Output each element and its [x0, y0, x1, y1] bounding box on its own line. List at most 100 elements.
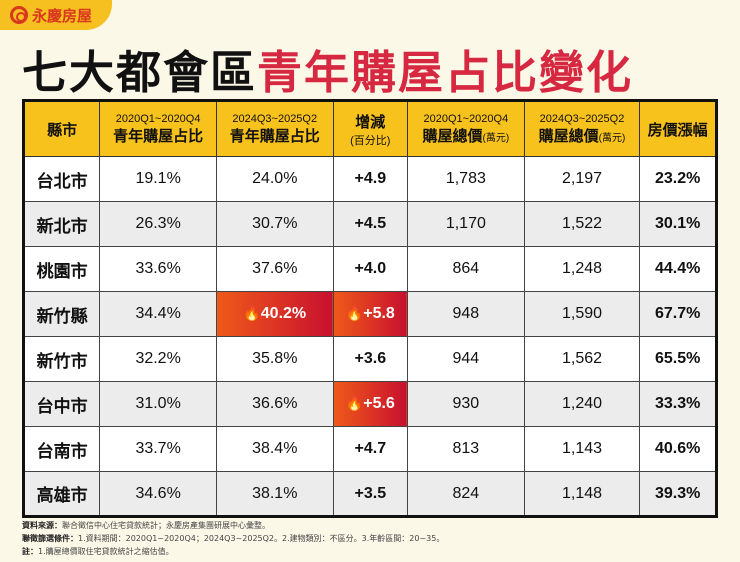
- cell-change: +4.0: [332, 246, 409, 292]
- cell-value: 新北市: [36, 216, 88, 236]
- cell-price2024: 1,148: [523, 471, 641, 517]
- cell-value: 35.8%: [252, 350, 298, 367]
- table-row: 高雄市 34.6% 38.1% +3.5 824 1,148 39.3%: [22, 471, 717, 517]
- note-text: 聯合徵信中心住宅貸款統計；永慶房產集團研展中心彙整。: [62, 521, 270, 530]
- cell-price2024: 1,590: [523, 291, 641, 337]
- note-text: 1.購屋總價取住宅貸款統計之縮估值。: [38, 547, 174, 556]
- header-period: 2024Q3~2025Q2: [539, 112, 625, 125]
- brand-logo: 永慶房屋: [0, 0, 112, 30]
- cell-value: +3.6: [354, 350, 387, 367]
- note-label: 聯徵篩選條件：: [22, 534, 78, 543]
- title-part2: 青年購屋占比變化: [257, 46, 634, 99]
- cell-city: 新北市: [22, 201, 101, 247]
- cell-price2024: 1,240: [523, 381, 641, 427]
- header-label: 房價漲幅: [640, 119, 715, 140]
- cell-value: 1,562: [561, 350, 603, 367]
- cell-value: 1,590: [561, 305, 603, 322]
- cell-value: 新竹市: [36, 351, 88, 371]
- cell-value: +5.8: [363, 305, 395, 322]
- cell-share2020: 33.6%: [99, 246, 217, 292]
- cell-value: 1,170: [445, 215, 486, 232]
- cell-city: 新竹市: [22, 336, 101, 382]
- cell-value: 23.2%: [654, 170, 701, 187]
- note-label: 資料來源：: [22, 521, 62, 530]
- cell-share2024: 38.1%: [215, 471, 334, 517]
- cell-value: 33.6%: [135, 260, 181, 277]
- cell-value: 40.6%: [654, 440, 701, 457]
- cell-city: 台南市: [22, 426, 101, 472]
- cell-price2024: 1,143: [523, 426, 641, 472]
- table-row: 台中市 31.0% 36.6% 🔥+5.6 930 1,240 33.3%: [22, 381, 717, 427]
- cell-share2024: 36.6%: [215, 381, 334, 427]
- logo-icon: [10, 6, 28, 24]
- cell-share2024: 38.4%: [215, 426, 334, 472]
- cell-value: 38.4%: [252, 440, 298, 457]
- cell-value: 33.3%: [654, 395, 701, 412]
- cell-value: 26.3%: [135, 215, 181, 232]
- cell-change: +4.7: [332, 426, 409, 472]
- cell-value: 32.2%: [135, 350, 181, 367]
- cell-share2020: 34.6%: [99, 471, 217, 517]
- cell-value: 824: [452, 484, 480, 502]
- cell-value: 44.4%: [654, 260, 701, 277]
- header-period: 2020Q1~2020Q4: [115, 112, 201, 125]
- cell-value: +4.0: [354, 260, 387, 277]
- cell-change: 🔥+5.6: [332, 381, 409, 427]
- column-header: 2020Q1~2020Q4 購屋總價(萬元): [407, 100, 525, 157]
- fire-icon: 🔥: [243, 305, 261, 321]
- table-row: 新竹縣 34.4% 🔥40.2% 🔥+5.8 948 1,590 67.7%: [22, 291, 717, 337]
- title-part1: 七大都會區: [22, 46, 258, 99]
- cell-city: 新竹縣: [22, 291, 101, 337]
- cell-value: 30.7%: [252, 215, 298, 232]
- cell-share2024: 🔥40.2%: [215, 291, 334, 337]
- cell-value: 1,148: [561, 484, 603, 502]
- header-unit: (萬元): [598, 132, 626, 144]
- table-row: 台北市 19.1% 24.0% +4.9 1,783 2,197 23.2%: [22, 156, 717, 202]
- cell-value: 1,783: [445, 170, 486, 187]
- cell-value: 930: [452, 395, 480, 412]
- cell-value: 台北市: [36, 171, 88, 191]
- cell-price2020: 948: [407, 291, 525, 337]
- page-title: 七大都會區青年購屋占比變化: [22, 36, 633, 101]
- cell-value: 高雄市: [36, 486, 88, 505]
- header-label: 增減: [334, 111, 407, 132]
- cell-value: 1,522: [561, 215, 603, 232]
- header-main: 購屋總價: [422, 127, 483, 145]
- cell-share2020: 31.0%: [99, 381, 217, 427]
- cell-share2024: 37.6%: [215, 246, 334, 292]
- header-main: 縣市: [47, 121, 78, 139]
- cell-value: 39.3%: [654, 484, 701, 502]
- footnotes: 資料來源：聯合徵信中心住宅貸款統計；永慶房產集團研展中心彙整。 聯徵篩選條件：1.…: [22, 519, 444, 558]
- column-header: 2024Q3~2025Q2 購屋總價(萬元): [523, 100, 641, 157]
- cell-share2020: 32.2%: [99, 336, 217, 382]
- column-header: 房價漲幅: [639, 100, 717, 157]
- note-line: 資料來源：聯合徵信中心住宅貸款統計；永慶房產集團研展中心彙整。: [22, 519, 444, 532]
- cell-share2024: 24.0%: [215, 156, 334, 202]
- cell-value: 944: [452, 350, 480, 367]
- cell-price2024: 1,248: [523, 246, 641, 292]
- cell-change: +3.6: [332, 336, 409, 382]
- header-main: 購屋總價: [538, 127, 599, 145]
- cell-city: 台中市: [22, 381, 101, 427]
- cell-price2020: 813: [407, 426, 525, 472]
- cell-value: 31.0%: [135, 395, 181, 412]
- cell-city: 高雄市: [22, 471, 101, 517]
- column-header: 增減 (百分比): [332, 100, 409, 157]
- header-label: 縣市: [25, 119, 99, 140]
- cell-price2020: 864: [407, 246, 525, 292]
- note-line: 聯徵篩選條件：1.資料期間：2020Q1~2020Q4；2024Q3~2025Q…: [22, 532, 444, 545]
- cell-value: 桃園市: [36, 261, 88, 281]
- header-main: 增減: [355, 113, 386, 131]
- cell-value: 67.7%: [654, 305, 701, 322]
- note-text: 1.資料期間：2020Q1~2020Q4；2024Q3~2025Q2。2.建物類…: [78, 534, 445, 543]
- cell-share2020: 26.3%: [99, 201, 217, 247]
- cell-value: +4.7: [354, 440, 387, 457]
- header-main: 青年購屋占比: [229, 127, 320, 145]
- cell-change: +3.5: [332, 471, 409, 517]
- cell-share2020: 33.7%: [99, 426, 217, 472]
- header-label: 購屋總價(萬元): [408, 125, 524, 146]
- cell-value: 2,197: [561, 170, 603, 187]
- cell-growth: 65.5%: [639, 336, 717, 382]
- table-row: 新竹市 32.2% 35.8% +3.6 944 1,562 65.5%: [22, 336, 717, 382]
- note-label: 註：: [22, 547, 38, 556]
